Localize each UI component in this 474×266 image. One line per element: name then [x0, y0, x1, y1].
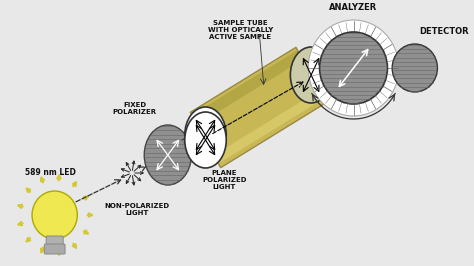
Circle shape [32, 191, 77, 239]
Polygon shape [191, 47, 326, 168]
FancyBboxPatch shape [44, 244, 65, 254]
Polygon shape [192, 50, 303, 125]
Text: NON-POLARIZED
LIGHT: NON-POLARIZED LIGHT [104, 203, 169, 216]
Ellipse shape [144, 125, 191, 185]
Text: PLANE
POLARIZED
LIGHT: PLANE POLARIZED LIGHT [202, 170, 246, 190]
Ellipse shape [291, 47, 332, 103]
Ellipse shape [392, 44, 438, 92]
Text: DETECTOR: DETECTOR [419, 27, 469, 36]
Polygon shape [214, 90, 324, 164]
Text: 589 nm LED: 589 nm LED [25, 168, 75, 177]
Text: FIXED
POLARIZER: FIXED POLARIZER [113, 102, 157, 115]
Text: SAMPLE TUBE
WITH OPTICALLY
ACTIVE SAMPLE: SAMPLE TUBE WITH OPTICALLY ACTIVE SAMPLE [208, 20, 273, 40]
FancyBboxPatch shape [46, 236, 63, 248]
Ellipse shape [185, 107, 226, 163]
Ellipse shape [319, 32, 387, 104]
Text: ANALYZER: ANALYZER [329, 3, 378, 12]
Circle shape [308, 20, 399, 116]
Ellipse shape [185, 112, 226, 168]
